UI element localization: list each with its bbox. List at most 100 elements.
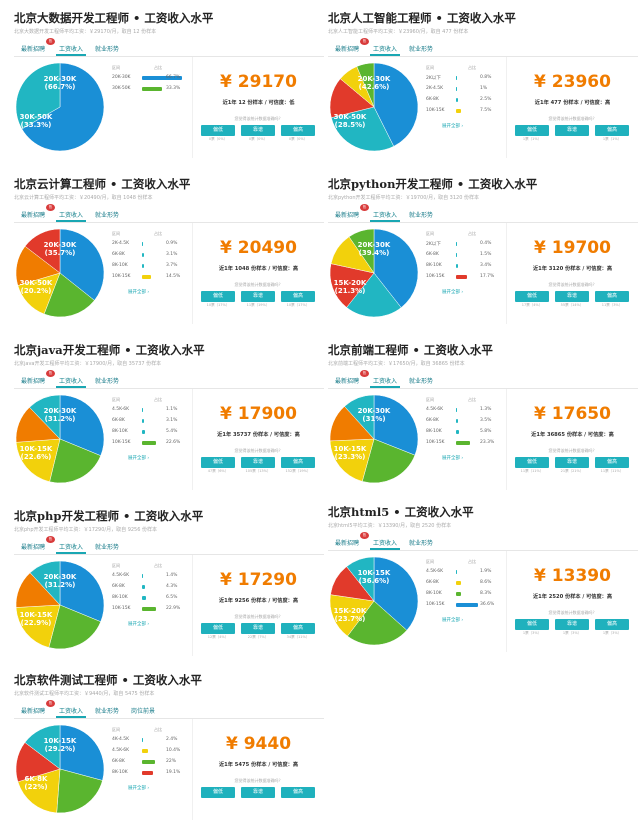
vote-high-button[interactable]: 偏高 xyxy=(281,125,315,136)
vote-count: 34票（11%） xyxy=(286,635,310,639)
table-header: 区间 占比 xyxy=(96,231,188,239)
vote-low-button[interactable]: 偏低 xyxy=(201,457,235,468)
tab-salary[interactable]: 工资收入 xyxy=(56,377,87,388)
pie-slice xyxy=(331,106,395,152)
row-ratio: 2.4% xyxy=(166,737,178,742)
tab-employment[interactable]: 就业形势 xyxy=(409,378,434,385)
vote-count: 1票（1%） xyxy=(602,137,622,141)
tab-employment[interactable]: 就业形势 xyxy=(95,708,120,715)
vote-accurate-button[interactable]: 靠谱 xyxy=(241,623,275,634)
hot-badge: 热 xyxy=(46,204,55,211)
card-title: 北京人工智能工程师 • 工资收入水平 xyxy=(328,11,516,25)
pie-slice xyxy=(373,394,419,456)
expand-all-link[interactable]: 展开全部 › xyxy=(442,124,464,129)
tab-salary[interactable]: 工资收入 xyxy=(370,211,401,222)
tab-salary[interactable]: 工资收入 xyxy=(370,539,401,550)
vote-low-button[interactable]: 偏低 xyxy=(515,125,549,136)
salary-distribution-table: 区间 占比 20K-30K 66.7% 30K-50K 33.3% xyxy=(96,65,188,95)
tab-bar: 最新招聘 工资收入 就业形势 热 xyxy=(328,204,638,223)
vote-low-button[interactable]: 偏低 xyxy=(515,291,549,302)
row-bar xyxy=(456,570,458,574)
pie-slice xyxy=(59,228,105,301)
vote-accurate-button[interactable]: 靠谱 xyxy=(241,291,275,302)
row-bar xyxy=(142,264,145,268)
tab-job-forecast[interactable]: 岗位前景 xyxy=(131,708,156,715)
vote-high-button[interactable]: 偏高 xyxy=(595,619,629,630)
tab-employment[interactable]: 就业形势 xyxy=(95,46,120,53)
table-row: 6K-8K 1.5% xyxy=(410,250,502,261)
salary-summary: ¥ 9440 近1年 5475 份样本 / 可信度：高 您觉得该统计数据准确吗？ 偏低… xyxy=(192,719,324,820)
tab-employment[interactable]: 就业形势 xyxy=(95,212,120,219)
salary-pie-chart: 10K-15K (36.6%) 15K-20K (23.7%) xyxy=(329,556,419,646)
vote-high-button[interactable]: 偏高 xyxy=(281,457,315,468)
vote-accurate-button[interactable]: 靠谱 xyxy=(555,291,589,302)
tab-latest-jobs[interactable]: 最新招聘 xyxy=(335,212,360,219)
tab-latest-jobs[interactable]: 最新招聘 xyxy=(335,378,360,385)
expand-all-link[interactable]: 展开全部 › xyxy=(442,456,464,461)
tab-salary[interactable]: 工资收入 xyxy=(56,543,87,554)
tab-latest-jobs[interactable]: 最新招聘 xyxy=(21,544,46,551)
vote-accurate-button[interactable]: 靠谱 xyxy=(241,125,275,136)
vote-low-button[interactable]: 偏低 xyxy=(201,125,235,136)
tab-employment[interactable]: 就业形势 xyxy=(409,540,434,547)
table-row: 4.5K-6K 1.3% xyxy=(410,405,502,416)
tab-latest-jobs[interactable]: 最新招聘 xyxy=(21,46,46,53)
row-bar xyxy=(456,242,457,246)
tab-latest-jobs[interactable]: 最新招聘 xyxy=(335,540,360,547)
pie-slice xyxy=(373,228,419,308)
tab-latest-jobs[interactable]: 最新招聘 xyxy=(335,46,360,53)
tab-salary[interactable]: 工资收入 xyxy=(56,211,87,222)
expand-all-link[interactable]: 展开全部 › xyxy=(128,456,150,461)
vote-high-button[interactable]: 偏高 xyxy=(595,125,629,136)
row-bar xyxy=(456,253,457,257)
card-body: 20K-30K (31%) 10K-15K (23.3%) 区间 占比 4.5K-6K 1.3… xyxy=(328,389,638,490)
header-range: 区间 xyxy=(112,231,120,236)
salary-summary: ¥ 17650 近1年 36865 份样本 / 可信度：高 您觉得该统计数据准确吗？… xyxy=(506,389,638,490)
expand-all-link[interactable]: 展开全部 › xyxy=(442,618,464,623)
pie-slice xyxy=(21,62,105,152)
vote-count: 1票（3%） xyxy=(562,631,582,635)
vote-accurate-button[interactable]: 靠谱 xyxy=(241,457,275,468)
tab-employment[interactable]: 就业形势 xyxy=(95,544,120,551)
vote-accurate-button[interactable]: 靠谱 xyxy=(555,619,589,630)
tab-latest-jobs[interactable]: 最新招聘 xyxy=(21,212,46,219)
tab-employment[interactable]: 就业形势 xyxy=(409,46,434,53)
tab-salary[interactable]: 工资收入 xyxy=(370,45,401,56)
vote-high-button[interactable]: 偏高 xyxy=(281,291,315,302)
vote-high-button[interactable]: 偏高 xyxy=(595,291,629,302)
tab-latest-jobs[interactable]: 最新招聘 xyxy=(21,708,46,715)
vote-accurate-button[interactable]: 靠谱 xyxy=(241,787,275,798)
tab-salary[interactable]: 工资收入 xyxy=(56,45,87,56)
tab-salary[interactable]: 工资收入 xyxy=(56,707,87,718)
vote-low-button[interactable]: 偏低 xyxy=(201,291,235,302)
pie-slice xyxy=(329,594,375,637)
row-range: 10K-15K xyxy=(426,274,445,279)
expand-all-link[interactable]: 展开全部 › xyxy=(128,290,150,295)
table-row: 6K-8K 4.3% xyxy=(96,582,188,593)
accuracy-question: 您觉得该统计数据准确吗？ xyxy=(234,448,283,453)
vote-low-button[interactable]: 偏低 xyxy=(515,457,549,468)
vote-accurate-button[interactable]: 靠谱 xyxy=(555,457,589,468)
pie-slice xyxy=(346,272,402,318)
tab-salary[interactable]: 工资收入 xyxy=(370,377,401,388)
vote-accurate-button[interactable]: 靠谱 xyxy=(555,125,589,136)
expand-all-link[interactable]: 展开全部 › xyxy=(128,786,150,791)
vote-high-button[interactable]: 偏高 xyxy=(281,623,315,634)
tab-employment[interactable]: 就业形势 xyxy=(409,212,434,219)
vote-high-button[interactable]: 偏高 xyxy=(281,787,315,798)
tab-employment[interactable]: 就业形势 xyxy=(95,378,120,385)
tab-latest-jobs[interactable]: 最新招聘 xyxy=(21,378,46,385)
row-bar xyxy=(142,275,151,279)
row-range: 20K-30K xyxy=(112,75,131,80)
vote-low-button[interactable]: 偏低 xyxy=(515,619,549,630)
vote-low-button[interactable]: 偏低 xyxy=(201,623,235,634)
expand-all-link[interactable]: 展开全部 › xyxy=(128,622,150,627)
expand-all-link[interactable]: 展开全部 › xyxy=(442,290,464,295)
table-row: 4.5K-6K 10.4% xyxy=(96,746,188,757)
vote-high-button[interactable]: 偏高 xyxy=(595,457,629,468)
table-header: 区间 占比 xyxy=(410,559,502,567)
vote-buttons: 偏低 靠谱 偏高 xyxy=(515,457,630,468)
vote-low-button[interactable]: 偏低 xyxy=(201,787,235,798)
salary-pie-chart: 20K-30K (42.6%) 30K-50K (28.5%) xyxy=(329,62,419,152)
pie-label: 30K-50K (33.3%) xyxy=(20,113,53,129)
